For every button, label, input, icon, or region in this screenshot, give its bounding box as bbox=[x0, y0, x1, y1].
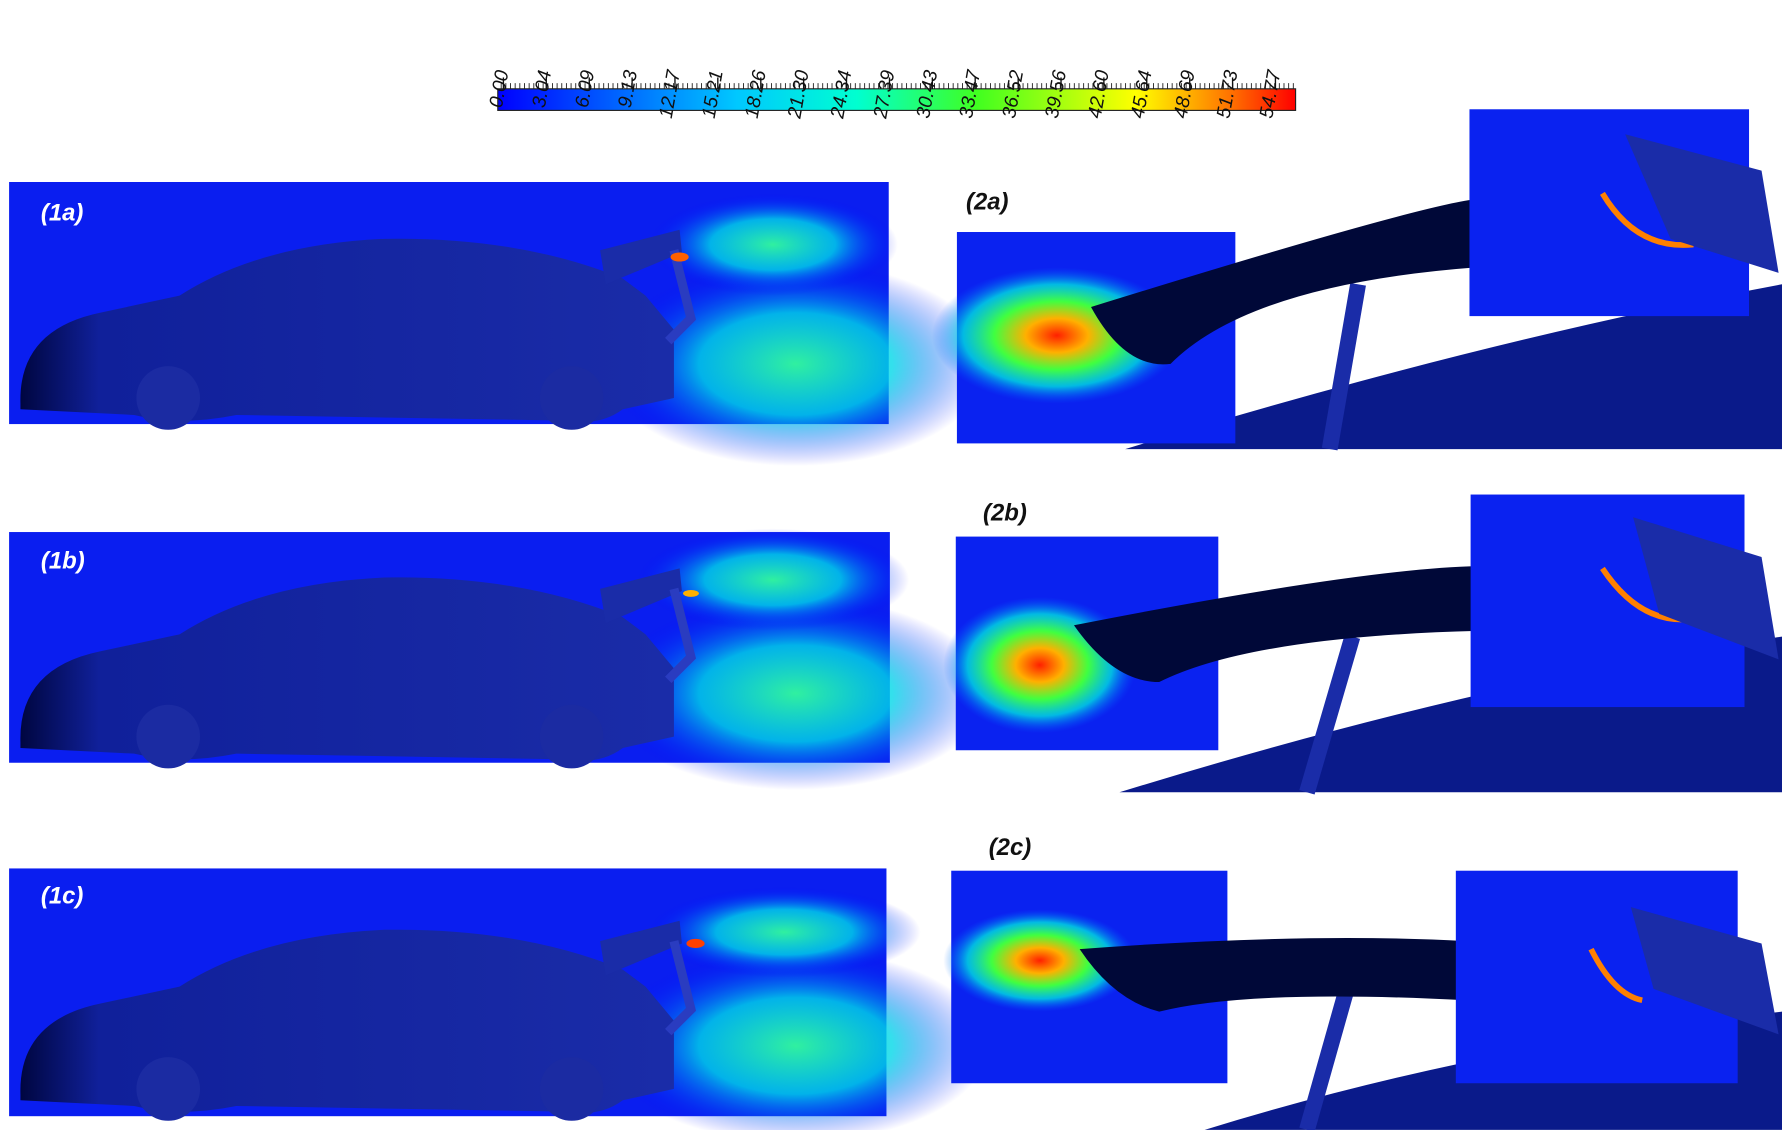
panel-label: (2b) bbox=[983, 500, 1027, 527]
colorbar bbox=[497, 88, 1297, 111]
tick-label: 51.73 bbox=[1213, 68, 1242, 119]
panel-2b: (2b) bbox=[943, 494, 1782, 795]
panel-label: (1c) bbox=[41, 883, 83, 910]
tick-label: 33.47 bbox=[956, 68, 985, 120]
tick-label: 39.56 bbox=[1042, 68, 1071, 119]
tick-label: 36.52 bbox=[999, 68, 1028, 119]
panel-2a: (2a) bbox=[931, 109, 1782, 451]
tick-label: 15.21 bbox=[699, 69, 728, 120]
tick-label: 45.64 bbox=[1128, 68, 1157, 119]
tick-label: 42.60 bbox=[1085, 68, 1114, 119]
panel-1a: (1a) bbox=[9, 182, 989, 467]
panel-label: (1b) bbox=[41, 547, 85, 574]
tick-label: 54.77 bbox=[1256, 68, 1285, 120]
tick-label: 18.26 bbox=[742, 68, 771, 119]
panel-label: (2a) bbox=[966, 188, 1008, 215]
panel-1b: (1b) bbox=[9, 528, 989, 791]
panel-1c: (1c) bbox=[9, 868, 989, 1130]
panel-label: (1a) bbox=[41, 200, 83, 227]
tick-label: 30.43 bbox=[913, 68, 942, 119]
panel-2c: (2c) bbox=[943, 834, 1782, 1130]
tick-label: 27.39 bbox=[870, 68, 899, 120]
tick-label: 48.69 bbox=[1171, 68, 1200, 119]
tick-label: 24.34 bbox=[827, 68, 856, 120]
panel-label: (2c) bbox=[989, 834, 1031, 861]
tick-label: 12.17 bbox=[656, 68, 685, 120]
tick-label: 21.30 bbox=[784, 68, 813, 120]
